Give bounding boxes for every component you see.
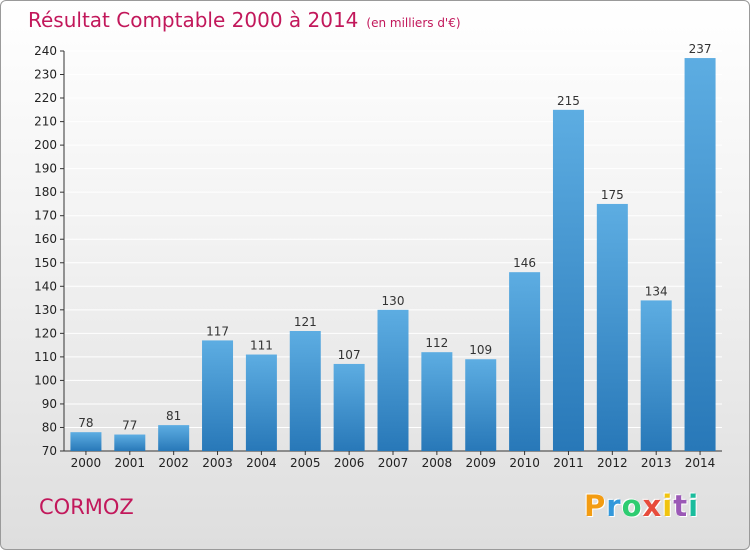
logo-letter: i xyxy=(662,489,674,523)
chart-title: Résultat Comptable 2000 à 2014 (en millie… xyxy=(28,8,461,32)
x-tick-label: 2002 xyxy=(158,456,189,470)
y-tick-label: 130 xyxy=(34,303,57,317)
x-tick-label: 2013 xyxy=(641,456,672,470)
bar xyxy=(377,309,409,451)
logo-letter: r xyxy=(606,489,622,523)
y-tick-label: 200 xyxy=(34,138,57,152)
chart-subtitle: (en milliers d'€) xyxy=(366,16,461,30)
y-tick-label: 240 xyxy=(34,44,57,58)
bars xyxy=(70,58,716,451)
data-label: 175 xyxy=(601,188,624,202)
x-tick-label: 2001 xyxy=(115,456,146,470)
y-axis-ticks: 70 80 90 100 110 120 130 140 150 160 170 180 190 200 2… xyxy=(34,44,64,458)
data-label: 121 xyxy=(294,315,317,329)
bar xyxy=(333,363,365,451)
y-tick-label: 160 xyxy=(34,232,57,246)
y-tick-label: 180 xyxy=(34,185,57,199)
bar xyxy=(509,272,541,451)
logo-letter: P xyxy=(584,489,607,523)
bar xyxy=(289,331,321,451)
data-label: 134 xyxy=(645,284,668,298)
proxiti-logo[interactable]: Proxiti xyxy=(584,489,699,523)
data-label: 111 xyxy=(250,339,273,353)
bar xyxy=(114,434,146,451)
x-tick-label: 2003 xyxy=(202,456,233,470)
logo-letter: i xyxy=(688,489,700,523)
data-label: 237 xyxy=(689,42,712,56)
bar xyxy=(640,300,672,451)
x-tick-label: 2008 xyxy=(422,456,453,470)
x-tick-label: 2012 xyxy=(597,456,628,470)
x-tick-label: 2005 xyxy=(290,456,321,470)
x-tick-label: 2000 xyxy=(71,456,102,470)
commune-name: CORMOZ xyxy=(39,495,134,519)
data-label: 117 xyxy=(206,324,229,338)
y-tick-label: 210 xyxy=(34,115,57,129)
y-tick-label: 170 xyxy=(34,209,57,223)
x-tick-label: 2011 xyxy=(553,456,584,470)
bar xyxy=(465,359,497,451)
y-tick-label: 150 xyxy=(34,256,57,270)
x-tick-label: 2007 xyxy=(378,456,409,470)
bar xyxy=(158,425,190,451)
x-tick-label: 2010 xyxy=(509,456,540,470)
title-text: Résultat Comptable 2000 à 2014 xyxy=(28,8,359,32)
y-tick-label: 70 xyxy=(42,444,57,458)
data-label: 81 xyxy=(166,409,181,423)
data-labels: 78 77 81 117 111 121 107 130 112 109 146 215 175 134 2… xyxy=(78,42,711,432)
data-label: 77 xyxy=(122,419,137,433)
logo-letter: t xyxy=(673,489,689,523)
data-label: 112 xyxy=(425,336,448,350)
y-tick-label: 190 xyxy=(34,162,57,176)
data-label: 130 xyxy=(382,294,405,308)
bar xyxy=(596,203,628,451)
y-tick-label: 120 xyxy=(34,326,57,340)
y-tick-label: 220 xyxy=(34,91,57,105)
bar xyxy=(70,432,102,451)
bar xyxy=(202,340,234,451)
bar xyxy=(421,352,453,451)
logo-letter: o xyxy=(621,489,643,523)
x-tick-label: 2004 xyxy=(246,456,277,470)
data-label: 107 xyxy=(338,348,361,362)
x-tick-label: 2006 xyxy=(334,456,365,470)
y-tick-label: 90 xyxy=(42,397,57,411)
bar xyxy=(552,109,584,451)
x-axis-ticks: 2000 2001 2002 2003 2004 2005 2006 2007 2008 2009… xyxy=(71,451,716,470)
data-label: 78 xyxy=(78,416,93,430)
x-tick-label: 2014 xyxy=(685,456,716,470)
logo-letter: x xyxy=(642,489,663,523)
data-label: 215 xyxy=(557,94,580,108)
y-tick-label: 100 xyxy=(34,373,57,387)
data-label: 146 xyxy=(513,256,536,270)
y-tick-label: 80 xyxy=(42,420,57,434)
bar xyxy=(245,354,277,451)
x-tick-label: 2009 xyxy=(465,456,496,470)
y-tick-label: 230 xyxy=(34,68,57,82)
y-tick-label: 110 xyxy=(34,350,57,364)
y-tick-label: 140 xyxy=(34,279,57,293)
bar xyxy=(684,58,716,451)
data-label: 109 xyxy=(469,343,492,357)
